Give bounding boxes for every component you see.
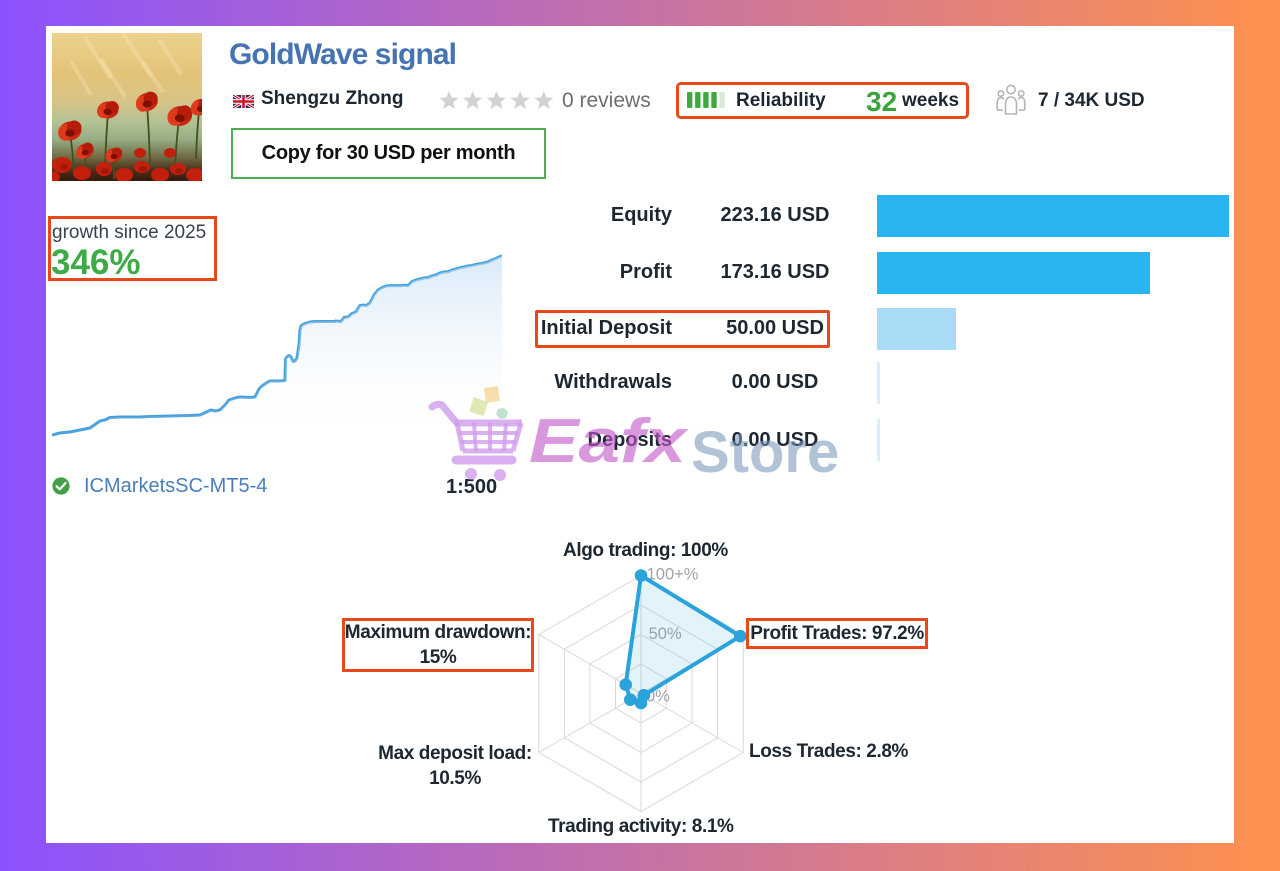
svg-text:50%: 50% (649, 625, 682, 643)
svg-text:100+%: 100+% (647, 566, 699, 584)
